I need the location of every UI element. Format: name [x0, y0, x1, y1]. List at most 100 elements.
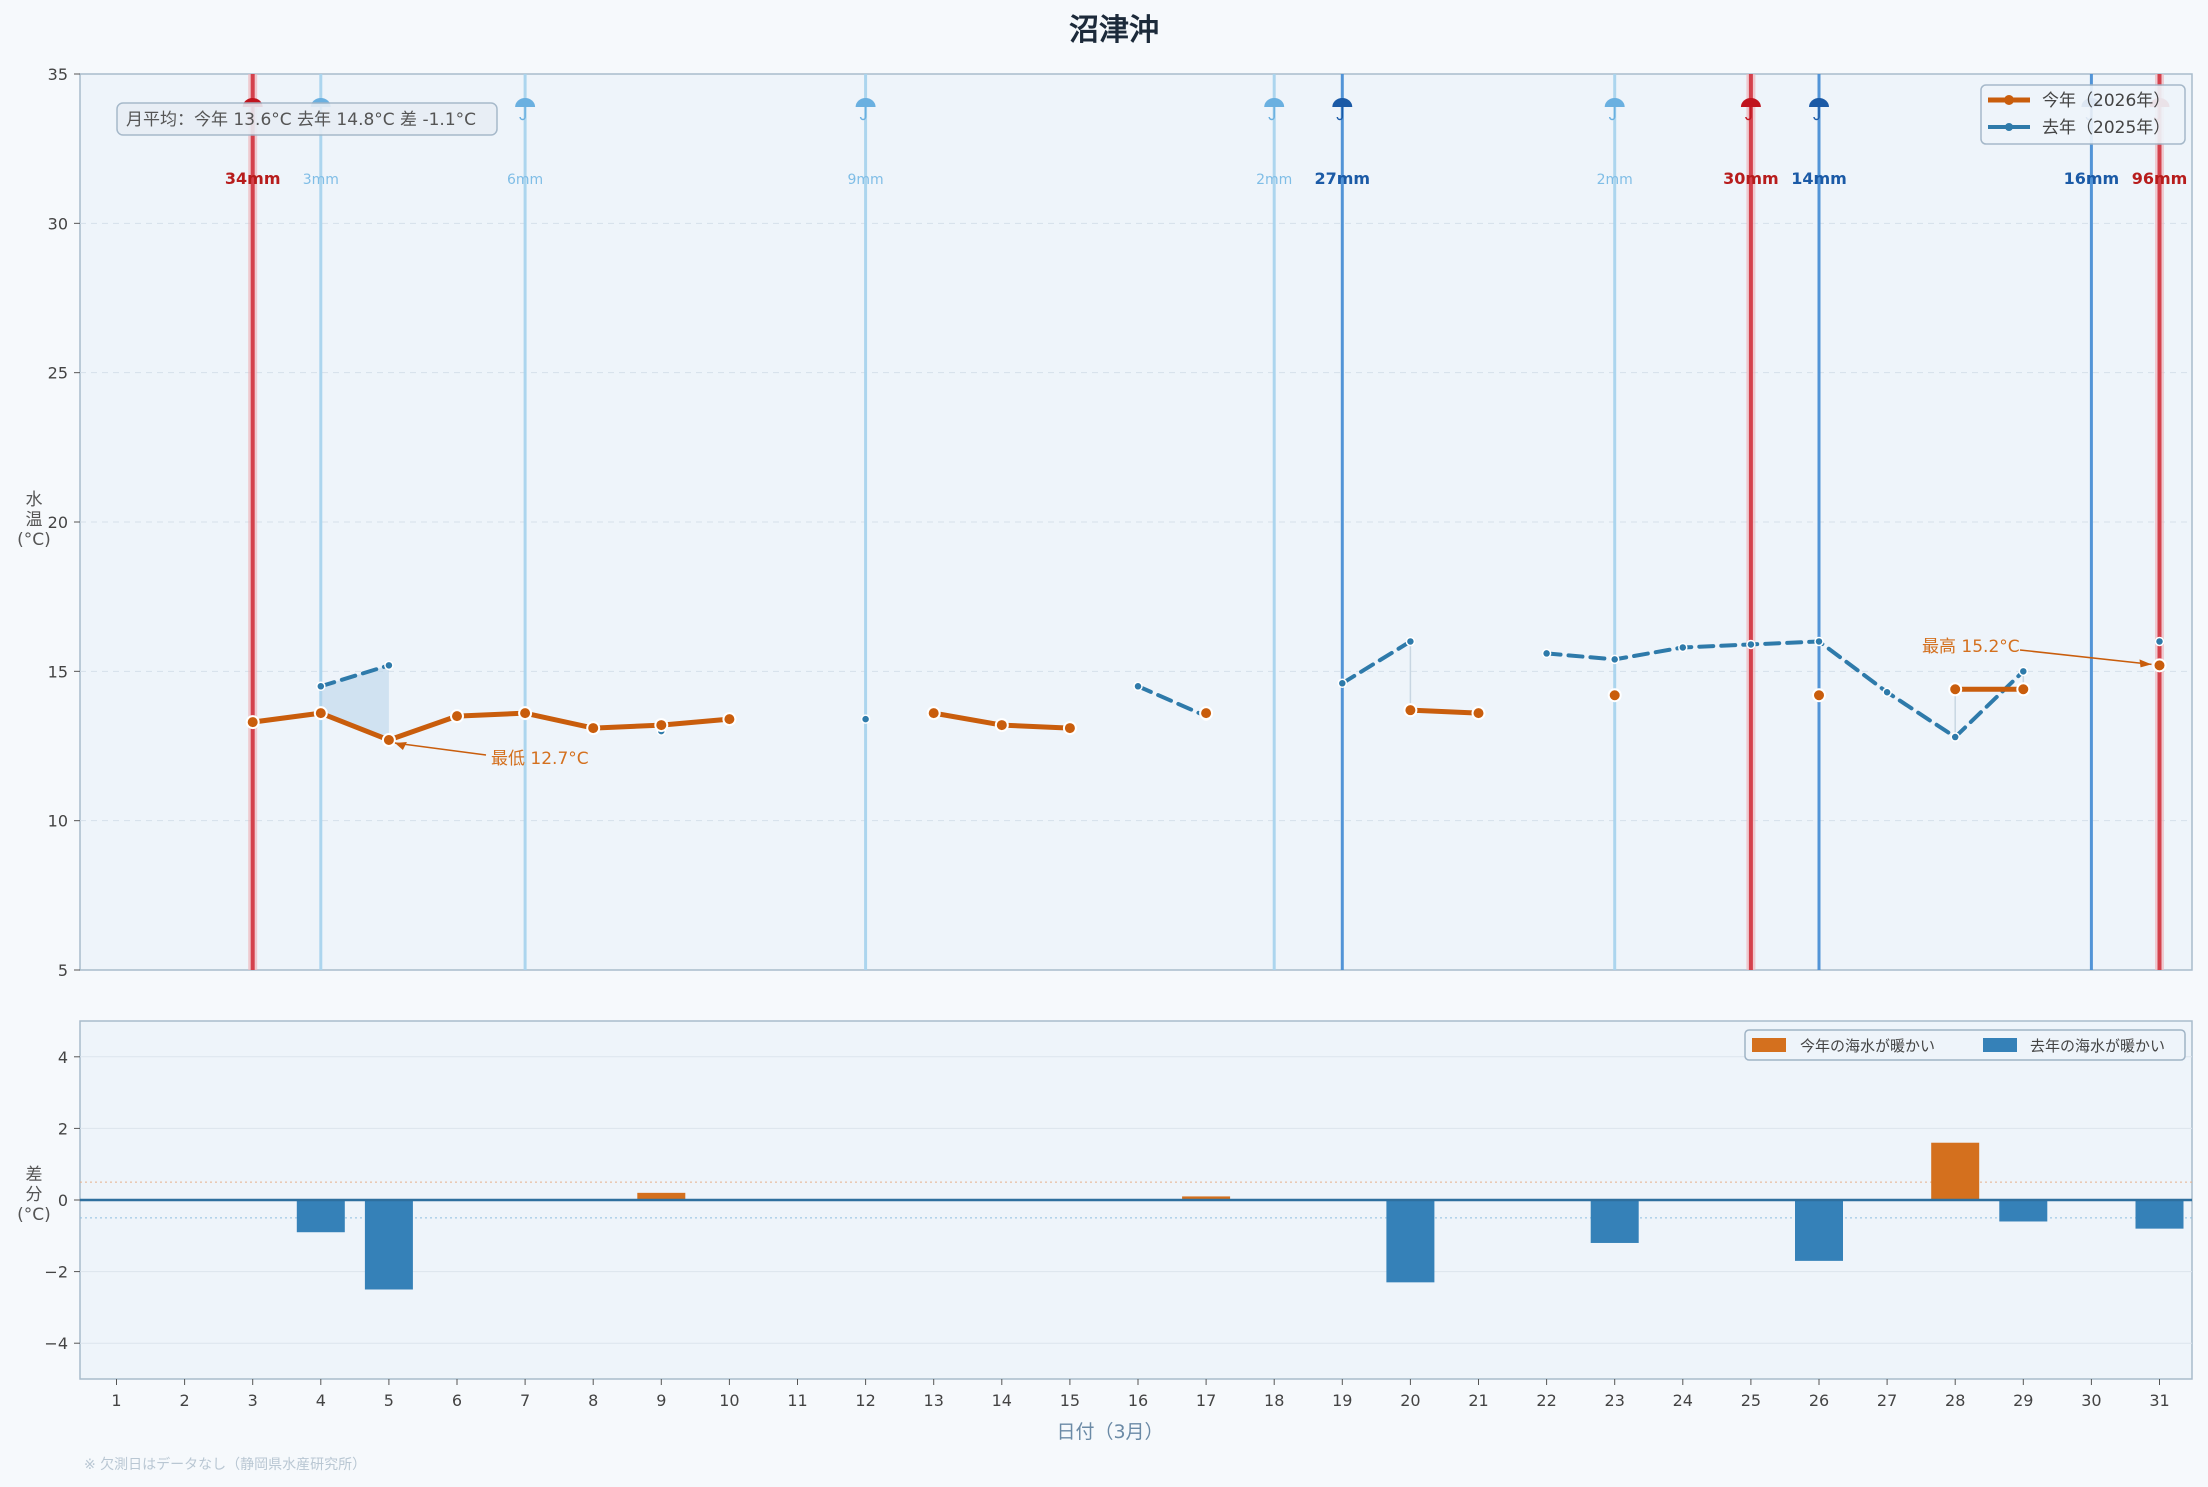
x-tick-label: 26	[1809, 1391, 1829, 1410]
annotation-max: 最高 15.2°C	[1922, 637, 2020, 657]
x-tick-label: 18	[1264, 1391, 1284, 1410]
series-2025-point	[2018, 666, 2029, 677]
x-tick-label: 14	[992, 1391, 1012, 1410]
x-tick-label: 1	[111, 1391, 121, 1410]
rain-amount-label: 96mm	[2132, 169, 2188, 188]
x-tick-label: 16	[1128, 1391, 1148, 1410]
umbrella-icon	[855, 98, 876, 121]
chart-title: 沼津沖	[1069, 13, 1159, 48]
footnote: ※ 欠測日はデータなし（静岡県水産研究所）	[84, 1456, 366, 1473]
series-2025-point	[1882, 687, 1892, 697]
x-tick-label: 29	[2013, 1391, 2033, 1410]
y-tick-label: −4	[44, 1334, 68, 1353]
series-2026-point	[1471, 706, 1486, 721]
series-2026-point	[926, 706, 941, 721]
x-tick-label: 23	[1605, 1391, 1625, 1410]
legend-label-warm-last-year: 去年の海水が暖かい	[2030, 1037, 2165, 1055]
y-tick-label: 30	[48, 214, 68, 233]
x-tick-label: 28	[1945, 1391, 1965, 1410]
series-2025-point	[2154, 636, 2165, 647]
difference-bar	[1590, 1200, 1639, 1243]
legend-label-2025: 去年（2025年）	[2042, 118, 2170, 138]
series-2025-point	[1950, 732, 1960, 742]
x-tick-label: 30	[2081, 1391, 2101, 1410]
x-tick-label: 3	[248, 1391, 258, 1410]
legend-label-2026: 今年（2026年）	[2042, 91, 2170, 111]
series-2025-line	[1136, 684, 1209, 719]
series-2025-point	[1814, 636, 1824, 647]
y-tick-label: 25	[48, 364, 68, 383]
difference-shade	[320, 665, 389, 741]
x-axis-label: 日付（3月）	[1056, 1421, 1163, 1443]
legend-marker-2025	[2005, 123, 2013, 131]
rain-amount-label: 6mm	[507, 172, 543, 188]
series-2026-point	[722, 712, 737, 727]
difference-bar	[1999, 1200, 2048, 1222]
difference-bar	[364, 1200, 413, 1290]
legend-swatch-warm-last-year	[1983, 1038, 2017, 1052]
series-2025-point	[384, 660, 394, 671]
rain-amount-label: 34mm	[225, 169, 281, 188]
difference-bar	[1386, 1200, 1435, 1283]
series-2025-point	[1609, 654, 1620, 665]
legend-marker-2026	[2004, 95, 2014, 105]
series-2026-point	[1403, 703, 1418, 718]
x-tick-label: 17	[1196, 1391, 1216, 1410]
series-2026-point	[586, 721, 601, 736]
difference-bar	[1931, 1142, 1980, 1200]
umbrella-icon	[515, 98, 536, 121]
rain-amount-label: 30mm	[1723, 169, 1779, 188]
difference-bar	[2135, 1200, 2184, 1229]
annotation-arrow	[2019, 649, 2152, 666]
info-box-text: 月平均：今年 13.6°C 去年 14.8°C 差 -1.1°C	[126, 110, 476, 130]
rain-amount-label: 3mm	[303, 172, 339, 188]
x-tick-label: 20	[1400, 1391, 1420, 1410]
series-2026-point	[1812, 688, 1826, 703]
difference-bar	[1182, 1196, 1231, 1200]
x-tick-label: 13	[924, 1391, 944, 1410]
annotation-arrow	[394, 742, 487, 756]
y-tick-label: 0	[58, 1191, 68, 1210]
x-tick-label: 24	[1673, 1391, 1693, 1410]
x-tick-label: 10	[719, 1391, 739, 1410]
series-2026-point	[1948, 682, 1963, 697]
y-tick-label: 5	[58, 961, 68, 980]
series-2026-line	[250, 710, 732, 743]
rain-amount-label: 9mm	[848, 172, 884, 188]
x-tick-label: 2	[180, 1391, 190, 1410]
series-2026-point	[2016, 682, 2031, 697]
x-tick-label: 27	[1877, 1391, 1897, 1410]
y-tick-label: 2	[58, 1119, 68, 1138]
x-tick-label: 8	[588, 1391, 598, 1410]
series-2026-point	[245, 715, 260, 730]
series-2025-point	[316, 681, 326, 692]
series-2026-point	[313, 706, 328, 721]
series-2025-point	[1133, 681, 1143, 692]
y-tick-label: 20	[48, 513, 68, 532]
series-2025-point	[1746, 639, 1756, 650]
y-tick-label: 10	[48, 812, 68, 831]
series-2025-line	[1544, 639, 2026, 740]
x-tick-label: 21	[1468, 1391, 1488, 1410]
y-axis-label-difference: 差分(°C)	[17, 1165, 51, 1225]
series-2026-point	[1062, 721, 1077, 736]
x-tick-label: 31	[2149, 1391, 2169, 1410]
series-2026-line	[1407, 707, 1481, 716]
rain-amount-label: 2mm	[1256, 172, 1292, 188]
umbrella-icon	[1809, 98, 1829, 121]
difference-bar	[1795, 1200, 1843, 1261]
legend-temperature	[1980, 84, 2186, 145]
umbrella-icon	[1264, 98, 1285, 121]
umbrella-icon	[1332, 98, 1353, 121]
x-tick-label: 6	[452, 1391, 462, 1410]
series-2026-point	[381, 733, 396, 748]
series-2026-point	[994, 718, 1009, 733]
x-tick-label: 19	[1332, 1391, 1352, 1410]
series-2025-point	[860, 714, 871, 724]
series-2025-point	[1678, 642, 1688, 653]
series-2025-line	[318, 663, 391, 689]
series-2026-point	[654, 718, 669, 733]
x-tick-label: 11	[787, 1391, 807, 1410]
